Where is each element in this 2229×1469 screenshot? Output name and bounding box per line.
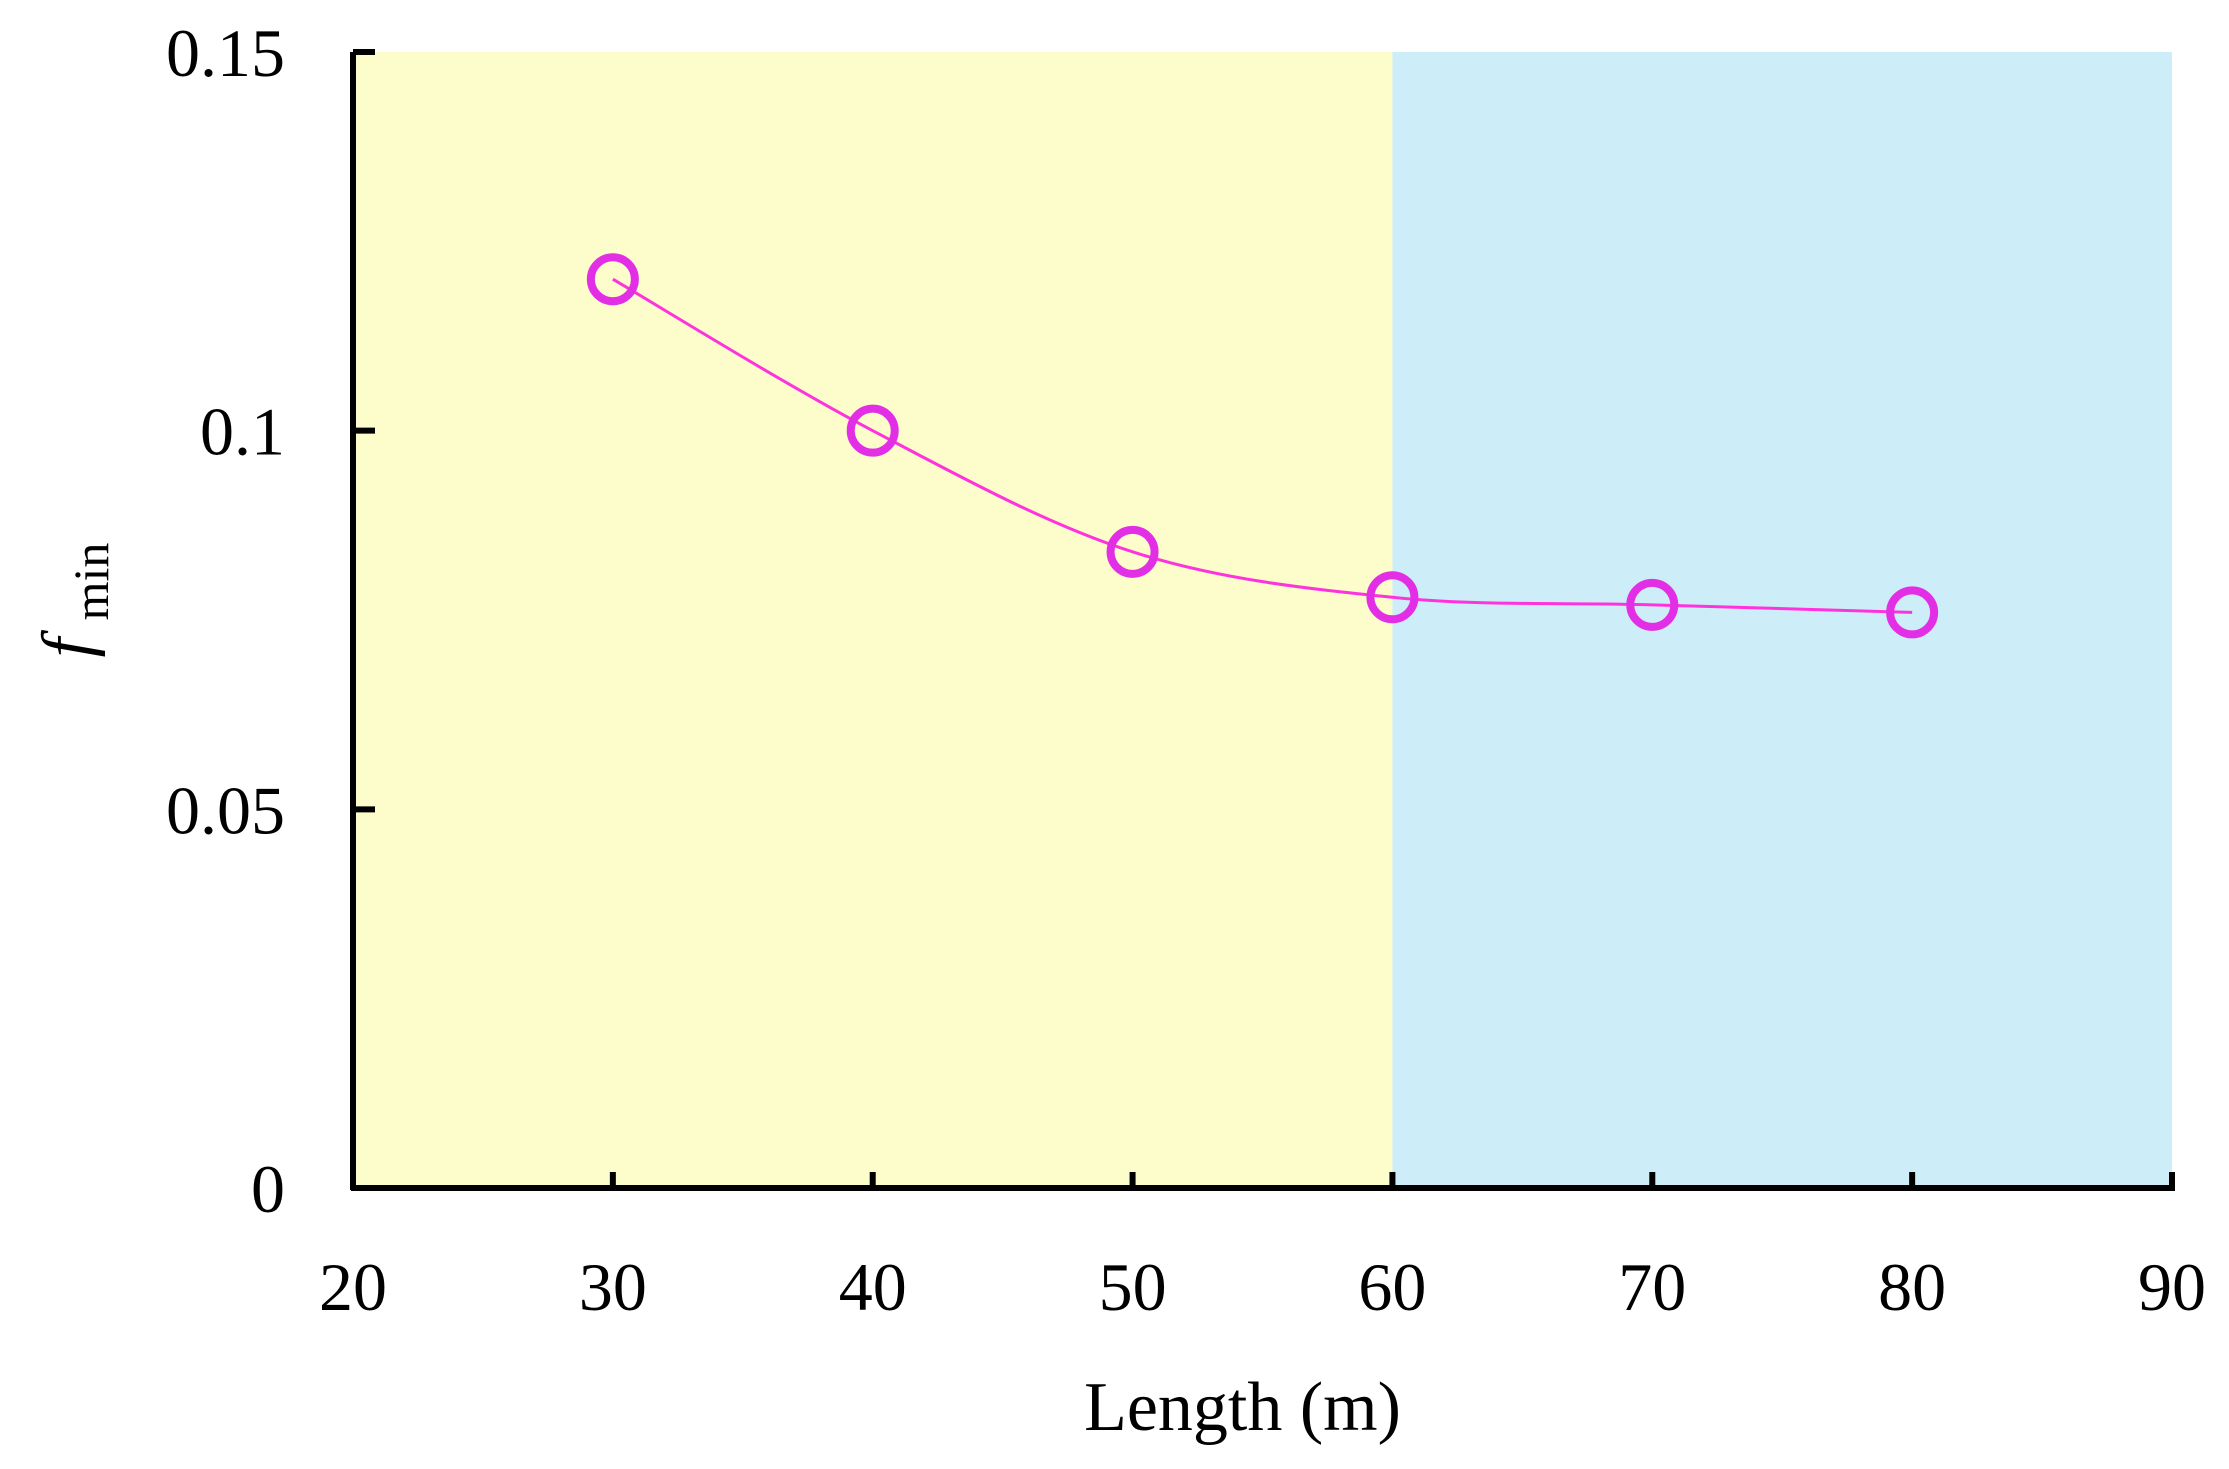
region-1 [1392,52,2172,1188]
svg-text:f min: f min [29,543,119,658]
axes-group [350,52,2175,1191]
x-tick-label: 40 [839,1249,907,1325]
series-group [586,253,1939,639]
x-tick-label: 80 [1878,1249,1946,1325]
series-line [612,277,1913,614]
x-axis-title: Length (m) [1084,1369,1401,1446]
x-tick-label: 30 [579,1249,647,1325]
data-point-0 [586,253,639,306]
data-point-2 [1106,525,1159,578]
data-point-4 [1626,578,1679,631]
region-0 [353,52,1393,1188]
x-tick-label: 20 [319,1249,387,1325]
y-axis-title: f min [29,543,119,658]
x-tick-label: 70 [1618,1249,1686,1325]
y-tick-label: 0.05 [166,772,285,848]
y-tick-label: 0 [251,1151,285,1227]
data-point-3 [1366,571,1419,624]
background-regions [353,52,2172,1188]
y-tick-label: 0.15 [166,15,285,91]
ticks-group: 20 30 40 50 60 70 80 90 0 0.05 0.1 0.15 [166,15,2206,1325]
y-tick-label: 0.1 [200,394,285,470]
y-axis-title-main: f [29,629,106,657]
y-axis-title-subscript: min [63,543,119,621]
x-tick-label: 90 [2138,1249,2206,1325]
x-tick-label: 50 [1099,1249,1167,1325]
data-point-5 [1886,586,1939,639]
data-point-1 [846,404,899,457]
x-tick-label: 60 [1358,1249,1426,1325]
